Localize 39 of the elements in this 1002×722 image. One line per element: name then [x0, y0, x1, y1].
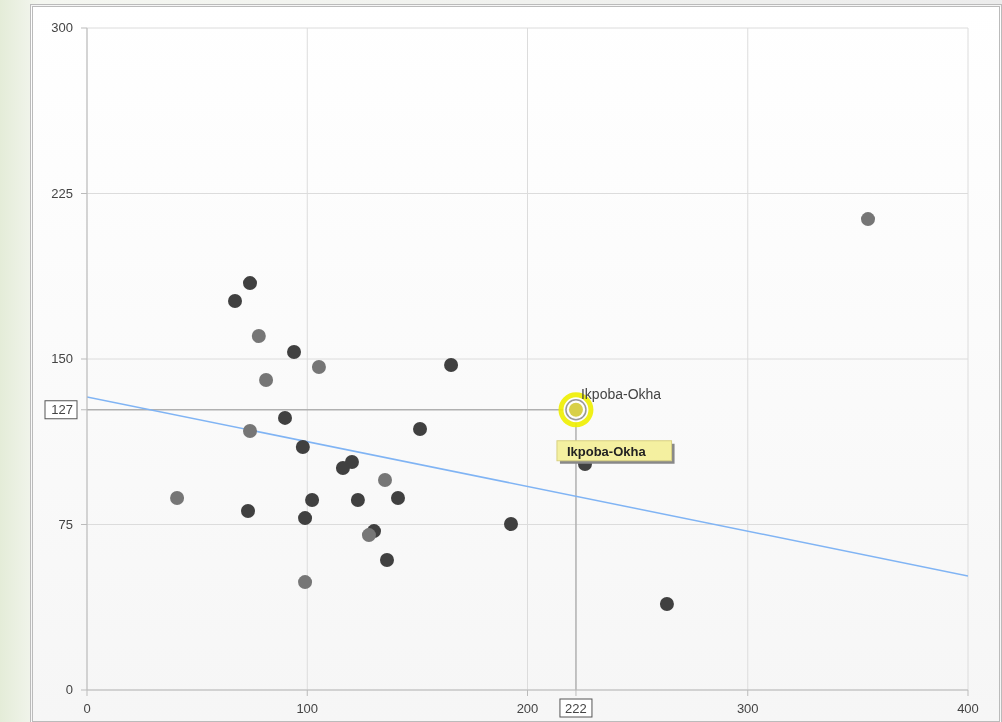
- point: [378, 472, 392, 487]
- y-tick-label: 150: [51, 351, 73, 366]
- point: [298, 511, 313, 526]
- y-tick-label: 127: [51, 401, 73, 417]
- point: [305, 493, 320, 508]
- x-tick-label: 400: [957, 701, 979, 716]
- point: [242, 423, 257, 438]
- point: [242, 276, 257, 291]
- point: [298, 575, 313, 590]
- point: [361, 528, 376, 543]
- y-tick-label: 300: [51, 20, 73, 35]
- point: [413, 421, 428, 436]
- annotation: Ikpoba-Okha: [566, 443, 647, 459]
- point: [295, 440, 310, 455]
- annotation: Ikpoba-Okha: [580, 385, 662, 402]
- y-tick-label: 225: [51, 185, 73, 201]
- point: [278, 410, 293, 425]
- point: [335, 461, 350, 476]
- y-tick-label: 0: [65, 682, 73, 697]
- point: [311, 359, 326, 374]
- point: [444, 357, 459, 372]
- point: [350, 493, 365, 508]
- x-tick-label: 0: [83, 701, 91, 716]
- point: [390, 491, 405, 506]
- x-tick-label: 200: [516, 701, 539, 716]
- point: [241, 504, 255, 519]
- point: [170, 491, 185, 506]
- y-tick-label: 75: [58, 516, 73, 532]
- point: [503, 517, 518, 532]
- point: [251, 329, 266, 344]
- point: [259, 372, 274, 387]
- x-tick-label: 100: [296, 701, 319, 716]
- point: [659, 596, 674, 611]
- x-tick-label: 300: [736, 701, 759, 716]
- x-tick-label: 222: [565, 701, 587, 716]
- point: [228, 293, 243, 308]
- point: [379, 553, 394, 568]
- point: [861, 212, 876, 227]
- point: [287, 344, 302, 359]
